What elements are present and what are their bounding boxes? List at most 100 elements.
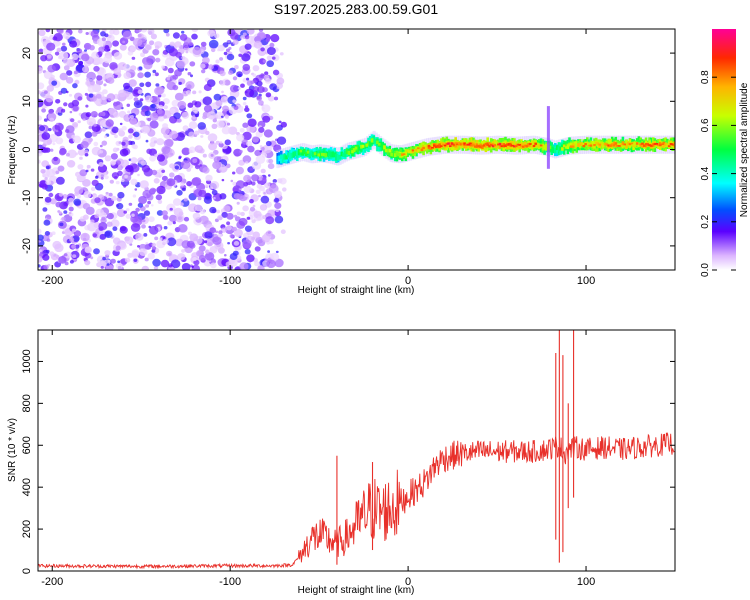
noise-speckle [170, 259, 181, 269]
noise-speckle [230, 179, 234, 183]
noise-speckle [96, 75, 103, 81]
ridge-cell [424, 146, 427, 151]
noise-speckle [94, 213, 100, 219]
noise-speckle [52, 142, 56, 146]
ridge-cell [445, 142, 449, 145]
ridge-cell [340, 151, 344, 157]
ridge-cell [299, 149, 303, 153]
ridge-cell [545, 143, 548, 148]
noise-speckle [66, 90, 69, 94]
noise-speckle [79, 156, 83, 160]
noise-speckle [150, 33, 157, 40]
noise-speckle [128, 79, 137, 87]
noise-speckle [68, 102, 75, 109]
ridge-cell [548, 145, 552, 149]
noise-speckle [191, 29, 199, 33]
noise-speckle [251, 181, 256, 186]
noise-speckle [110, 219, 120, 228]
noise-speckle [265, 230, 273, 237]
noise-speckle [141, 265, 149, 270]
noise-speckle [130, 215, 139, 223]
noise-speckle [260, 73, 265, 77]
noise-speckle [228, 70, 234, 75]
noise-speckle [256, 80, 263, 87]
ridge-cell [543, 145, 546, 150]
noise-speckle [199, 63, 206, 69]
noise-speckle [232, 76, 238, 81]
noise-speckle [244, 225, 252, 232]
noise-speckle [161, 93, 166, 98]
noise-speckle [269, 42, 275, 48]
ridge-cell [530, 142, 534, 147]
noise-speckle [173, 207, 183, 217]
noise-speckle [105, 119, 114, 127]
ridge-cell [618, 143, 621, 147]
noise-speckle [89, 45, 95, 51]
noise-speckle [174, 69, 182, 77]
ridge-cell [659, 142, 662, 146]
noise-speckle [204, 251, 215, 261]
noise-speckle [76, 48, 82, 54]
noise-speckle [279, 52, 284, 56]
noise-speckle [192, 158, 198, 164]
ridge-cell [351, 150, 354, 154]
ridge-cell [463, 142, 466, 145]
noise-speckle [204, 240, 208, 244]
noise-speckle [120, 159, 130, 168]
noise-speckle [48, 109, 54, 114]
noise-speckle [59, 149, 66, 156]
noise-speckle [129, 45, 137, 52]
noise-speckle [108, 192, 113, 197]
ridge-cell [573, 143, 577, 147]
noise-speckle [162, 214, 169, 221]
ridge-cell [497, 143, 500, 146]
noise-speckle [69, 260, 74, 264]
noise-speckle [102, 256, 106, 261]
snr-y-label: SNR (10 * v/v) [7, 418, 18, 482]
ridge-cell [450, 142, 454, 145]
ridge-cell [504, 145, 507, 147]
noise-speckle [124, 257, 131, 263]
colorbar-tick-label: 0.8 [700, 70, 711, 84]
noise-speckle [188, 203, 198, 212]
noise-speckle [47, 215, 51, 220]
noise-speckle [54, 51, 60, 56]
noise-speckle [242, 102, 247, 106]
noise-speckle [169, 207, 173, 211]
ridge-cell [335, 154, 338, 161]
noise-speckle [221, 90, 224, 94]
noise-speckle [274, 202, 282, 209]
noise-speckle [246, 216, 251, 220]
noise-speckle [174, 92, 184, 101]
y-tick-label: 200 [21, 520, 33, 538]
noise-speckle [166, 203, 176, 212]
ridge-cell [571, 145, 575, 148]
ridge-cell [522, 145, 525, 148]
noise-speckle [123, 72, 132, 80]
noise-speckle [84, 246, 92, 253]
noise-speckle [172, 84, 179, 91]
noise-speckle [160, 126, 170, 135]
noise-speckle [48, 192, 54, 198]
noise-speckle [58, 211, 62, 215]
noise-speckle [90, 30, 99, 38]
ridge-cell [319, 151, 322, 158]
noise-speckle [273, 190, 282, 198]
colorbar-ticks: 0.0 0.2 0.4 0.6 0.8 [700, 70, 736, 277]
noise-speckle [99, 144, 103, 148]
noise-speckle [209, 227, 216, 234]
noise-speckle [240, 35, 246, 40]
ridge-cell [482, 144, 486, 147]
noise-speckle [197, 196, 202, 201]
ridge-cell [628, 143, 632, 146]
noise-speckle [49, 251, 55, 256]
noise-speckle [121, 126, 127, 131]
ridge-cell [603, 142, 607, 149]
noise-speckle [228, 126, 238, 135]
noise-speckle [137, 202, 144, 208]
noise-speckle [70, 118, 75, 123]
noise-speckle [233, 228, 243, 238]
figure-title: S197.2025.283.00.59.G01 [274, 1, 438, 17]
